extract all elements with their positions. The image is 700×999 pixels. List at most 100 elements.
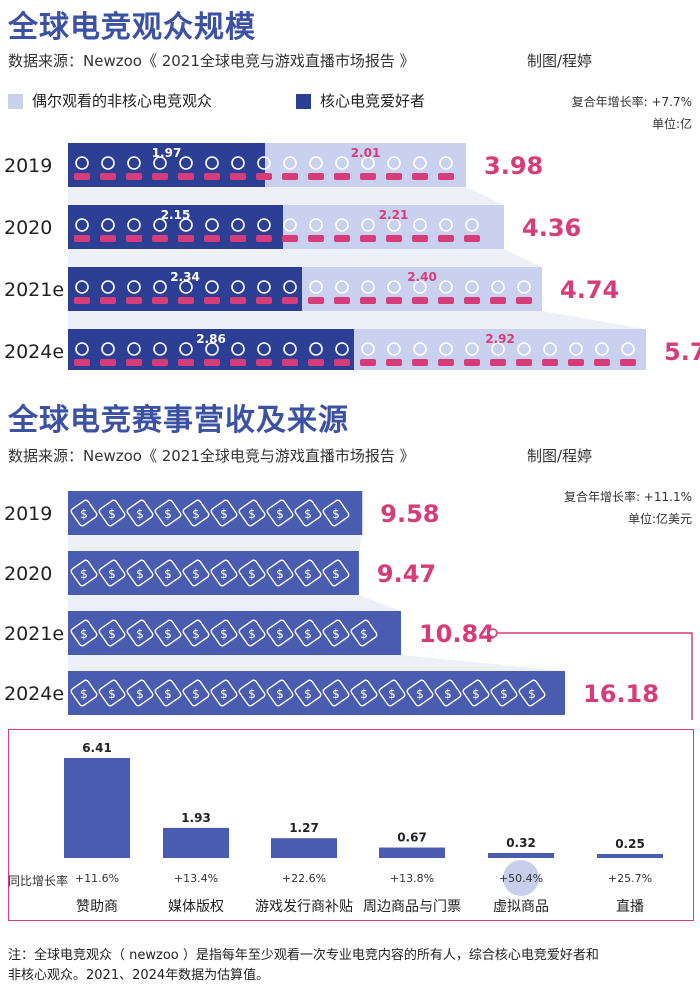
person-body-icon: [464, 297, 480, 304]
person-body-icon: [100, 173, 116, 180]
source-value-label: 0.67: [397, 831, 427, 845]
revenue-year-label: 2021e: [4, 623, 64, 645]
revenue-bar: [68, 551, 359, 595]
person-icon: [101, 218, 115, 232]
money-icon: [182, 679, 210, 707]
person-icon: [335, 218, 349, 232]
person-icon: [361, 342, 375, 356]
money-icon: [322, 619, 350, 647]
person-body-icon: [282, 297, 298, 304]
legend-noncore-swatch: [8, 94, 23, 109]
money-icon: [210, 679, 238, 707]
dollar-sign-icon: $: [500, 687, 508, 701]
source-growth-label: +50.4%: [499, 872, 543, 885]
revenue-bar: [68, 491, 363, 535]
money-icon: [154, 679, 182, 707]
person-body-icon: [308, 235, 324, 242]
revenue-bar: [68, 671, 565, 715]
audience-title: 全球电竞观众规模: [8, 10, 256, 45]
source-growth-label: +11.6%: [75, 872, 119, 885]
dollar-sign-icon: $: [304, 567, 312, 581]
money-icon: [126, 679, 154, 707]
money-icon: [154, 619, 182, 647]
dollar-sign-icon: $: [80, 507, 88, 521]
dollar-sign-icon: $: [248, 567, 256, 581]
money-icon: [126, 559, 154, 587]
dollar-sign-icon: $: [220, 507, 228, 521]
legend-core-swatch: [296, 94, 311, 109]
source-category-label: 游戏发行商补贴: [255, 899, 353, 915]
person-icon: [387, 156, 401, 170]
person-body-icon: [542, 359, 558, 366]
source-category-label: 直播: [616, 898, 644, 915]
legend-core-label: 核心电竞爱好者: [320, 92, 426, 110]
audience-total-label: 4.74: [560, 276, 619, 304]
person-body-icon: [74, 235, 90, 242]
audience-chart: 2019 1.97 2.01 3.98 2020 2.15 2.21 4.36 2021e 2.3…: [4, 143, 700, 370]
person-icon: [231, 342, 245, 356]
money-icon: [98, 559, 126, 587]
person-body-icon: [516, 359, 532, 366]
person-body-icon: [256, 173, 272, 180]
person-body-icon: [438, 235, 454, 242]
person-body-icon: [230, 235, 246, 242]
person-body-icon: [360, 359, 376, 366]
dollar-sign-icon: $: [136, 507, 144, 521]
dollar-sign-icon: $: [192, 567, 200, 581]
dollar-sign-icon: $: [192, 507, 200, 521]
person-icon: [179, 156, 193, 170]
person-body-icon: [126, 297, 142, 304]
noncore-value-label: 2.92: [485, 332, 515, 346]
source-bar: [488, 853, 554, 858]
person-body-icon: [438, 359, 454, 366]
person-body-icon: [464, 359, 480, 366]
person-body-icon: [308, 359, 324, 366]
person-body-icon: [152, 359, 168, 366]
person-body-icon: [360, 235, 376, 242]
source-value-label: 0.32: [506, 836, 536, 850]
money-icon: [182, 619, 210, 647]
person-icon: [205, 342, 219, 356]
dollar-sign-icon: $: [388, 687, 396, 701]
person-body-icon: [74, 297, 90, 304]
person-icon: [491, 280, 505, 294]
dollar-sign-icon: $: [136, 627, 144, 641]
person-body-icon: [308, 297, 324, 304]
audience-year-label: 2020: [4, 217, 52, 239]
dollar-sign-icon: $: [80, 567, 88, 581]
person-body-icon: [230, 173, 246, 180]
noncore-value-label: 2.21: [379, 208, 409, 222]
money-icon: [322, 679, 350, 707]
person-icon: [257, 156, 271, 170]
dollar-sign-icon: $: [164, 567, 172, 581]
person-icon: [283, 342, 297, 356]
person-body-icon: [152, 173, 168, 180]
person-body-icon: [204, 173, 220, 180]
person-icon: [101, 280, 115, 294]
person-body-icon: [620, 359, 636, 366]
dollar-sign-icon: $: [164, 507, 172, 521]
person-body-icon: [334, 173, 350, 180]
person-icon: [127, 218, 141, 232]
person-icon: [439, 342, 453, 356]
money-icon: [182, 559, 210, 587]
core-value-label: 2.34: [170, 270, 200, 284]
person-icon: [387, 342, 401, 356]
person-icon: [491, 342, 505, 356]
audience-total-label: 3.98: [484, 152, 543, 180]
money-icon: [490, 679, 518, 707]
dollar-sign-icon: $: [276, 567, 284, 581]
audience-year-label: 2019: [4, 155, 52, 177]
money-icon: [210, 499, 238, 527]
person-body-icon: [178, 297, 194, 304]
person-icon: [231, 156, 245, 170]
person-body-icon: [282, 359, 298, 366]
source-bar: [379, 847, 445, 858]
audience-year-label: 2024e: [4, 341, 64, 363]
person-icon: [153, 218, 167, 232]
person-icon: [179, 218, 193, 232]
person-icon: [309, 218, 323, 232]
noncore-value-label: 2.40: [407, 270, 437, 284]
person-icon: [101, 342, 115, 356]
dollar-sign-icon: $: [304, 627, 312, 641]
